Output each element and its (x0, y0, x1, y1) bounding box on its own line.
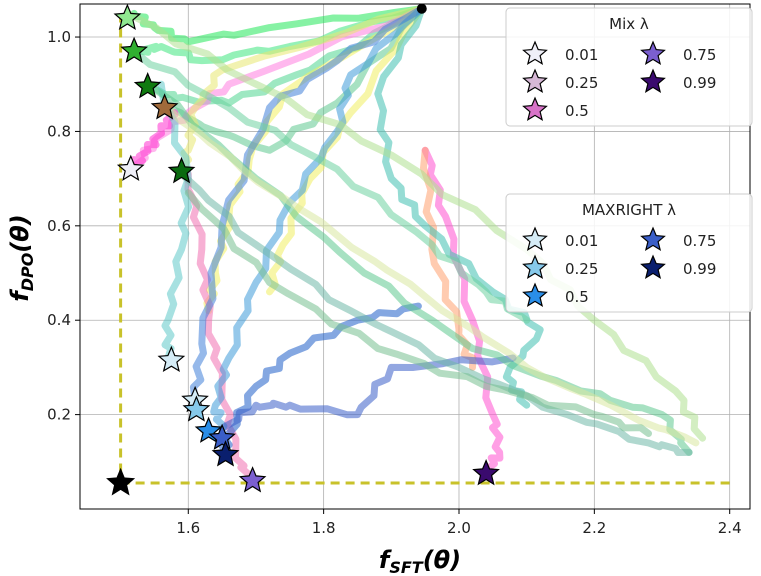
series-line (178, 170, 693, 456)
y-tick-label: 0.6 (47, 217, 71, 235)
series-line (210, 5, 426, 433)
x-tick-label: 1.8 (312, 519, 336, 537)
legend-star-icon (640, 40, 666, 65)
series-line (218, 354, 517, 433)
legend-box (505, 193, 753, 313)
series-line (164, 5, 426, 154)
series-line (157, 80, 193, 362)
x-tick-label: 2.4 (718, 519, 742, 537)
legend-box (505, 7, 753, 127)
y-tick-label: 1.0 (47, 28, 71, 46)
star-marker (150, 93, 179, 120)
legend-maxright: MAXRIGHT λ 0.01 0.25 0.5 0.75 0.99 (505, 193, 753, 313)
legend-label: 0.75 (683, 46, 716, 64)
legend-label: 0.99 (683, 260, 716, 278)
ideal-point-star (106, 467, 136, 496)
legend-label: 0.99 (683, 74, 716, 92)
y-tick-label: 0.8 (47, 122, 71, 140)
star-marker (167, 156, 196, 184)
y-tick-label: 0.2 (47, 406, 71, 424)
x-tick-label: 1.6 (176, 519, 200, 537)
legend-star-icon (522, 226, 548, 251)
legend-label: 0.75 (683, 232, 716, 250)
star-marker (133, 72, 162, 99)
star-marker (182, 395, 211, 422)
x-tick-label: 2.2 (582, 519, 606, 537)
legend-mix: Mix λ 0.01 0.25 0.5 0.75 0.99 (505, 7, 753, 127)
x-axis-label: fSFT(θ) (379, 546, 461, 576)
legend-star-icon (522, 96, 548, 121)
legend-label: 0.5 (565, 102, 589, 120)
series-line (374, 5, 544, 409)
legend-star-icon (522, 254, 548, 279)
star-marker (211, 440, 240, 467)
legend-star-icon (522, 282, 548, 307)
legend-label: 0.01 (565, 46, 598, 64)
series-line (184, 170, 253, 485)
legend-star-icon (640, 254, 666, 279)
y-axis-label: fDPO(θ) (6, 214, 37, 302)
axis-ticks: 1.6 1.8 2.0 2.2 2.4 0.2 0.4 0.6 0.8 1.0 (47, 28, 741, 537)
series-line (130, 109, 179, 168)
legend-title: Mix λ (609, 15, 649, 33)
series-line (421, 146, 504, 475)
markers-layer (106, 3, 500, 496)
legend-label: 0.25 (565, 260, 598, 278)
star-marker (157, 345, 186, 373)
legend-label: 0.5 (565, 288, 589, 306)
star-marker (116, 154, 145, 181)
star-marker (208, 423, 236, 450)
star-marker (238, 466, 267, 493)
star-marker (120, 36, 148, 63)
legend-label: 0.01 (565, 232, 598, 250)
start-point-dot (416, 3, 427, 14)
star-marker (472, 459, 500, 486)
series-line (130, 47, 531, 324)
series-line (420, 146, 477, 371)
legend-star-icon (522, 40, 548, 65)
series-line (164, 104, 700, 447)
legend-title: MAXRIGHT λ (582, 201, 676, 219)
legend-star-icon (522, 68, 548, 93)
bound-lines (119, 13, 730, 485)
legend-star-icon (640, 68, 666, 93)
series-line (184, 189, 652, 437)
legend-label: 0.25 (565, 74, 598, 92)
star-marker (113, 3, 142, 30)
legend-star-icon (640, 226, 666, 251)
x-tick-label: 2.0 (447, 519, 471, 537)
y-tick-label: 0.4 (47, 311, 71, 329)
